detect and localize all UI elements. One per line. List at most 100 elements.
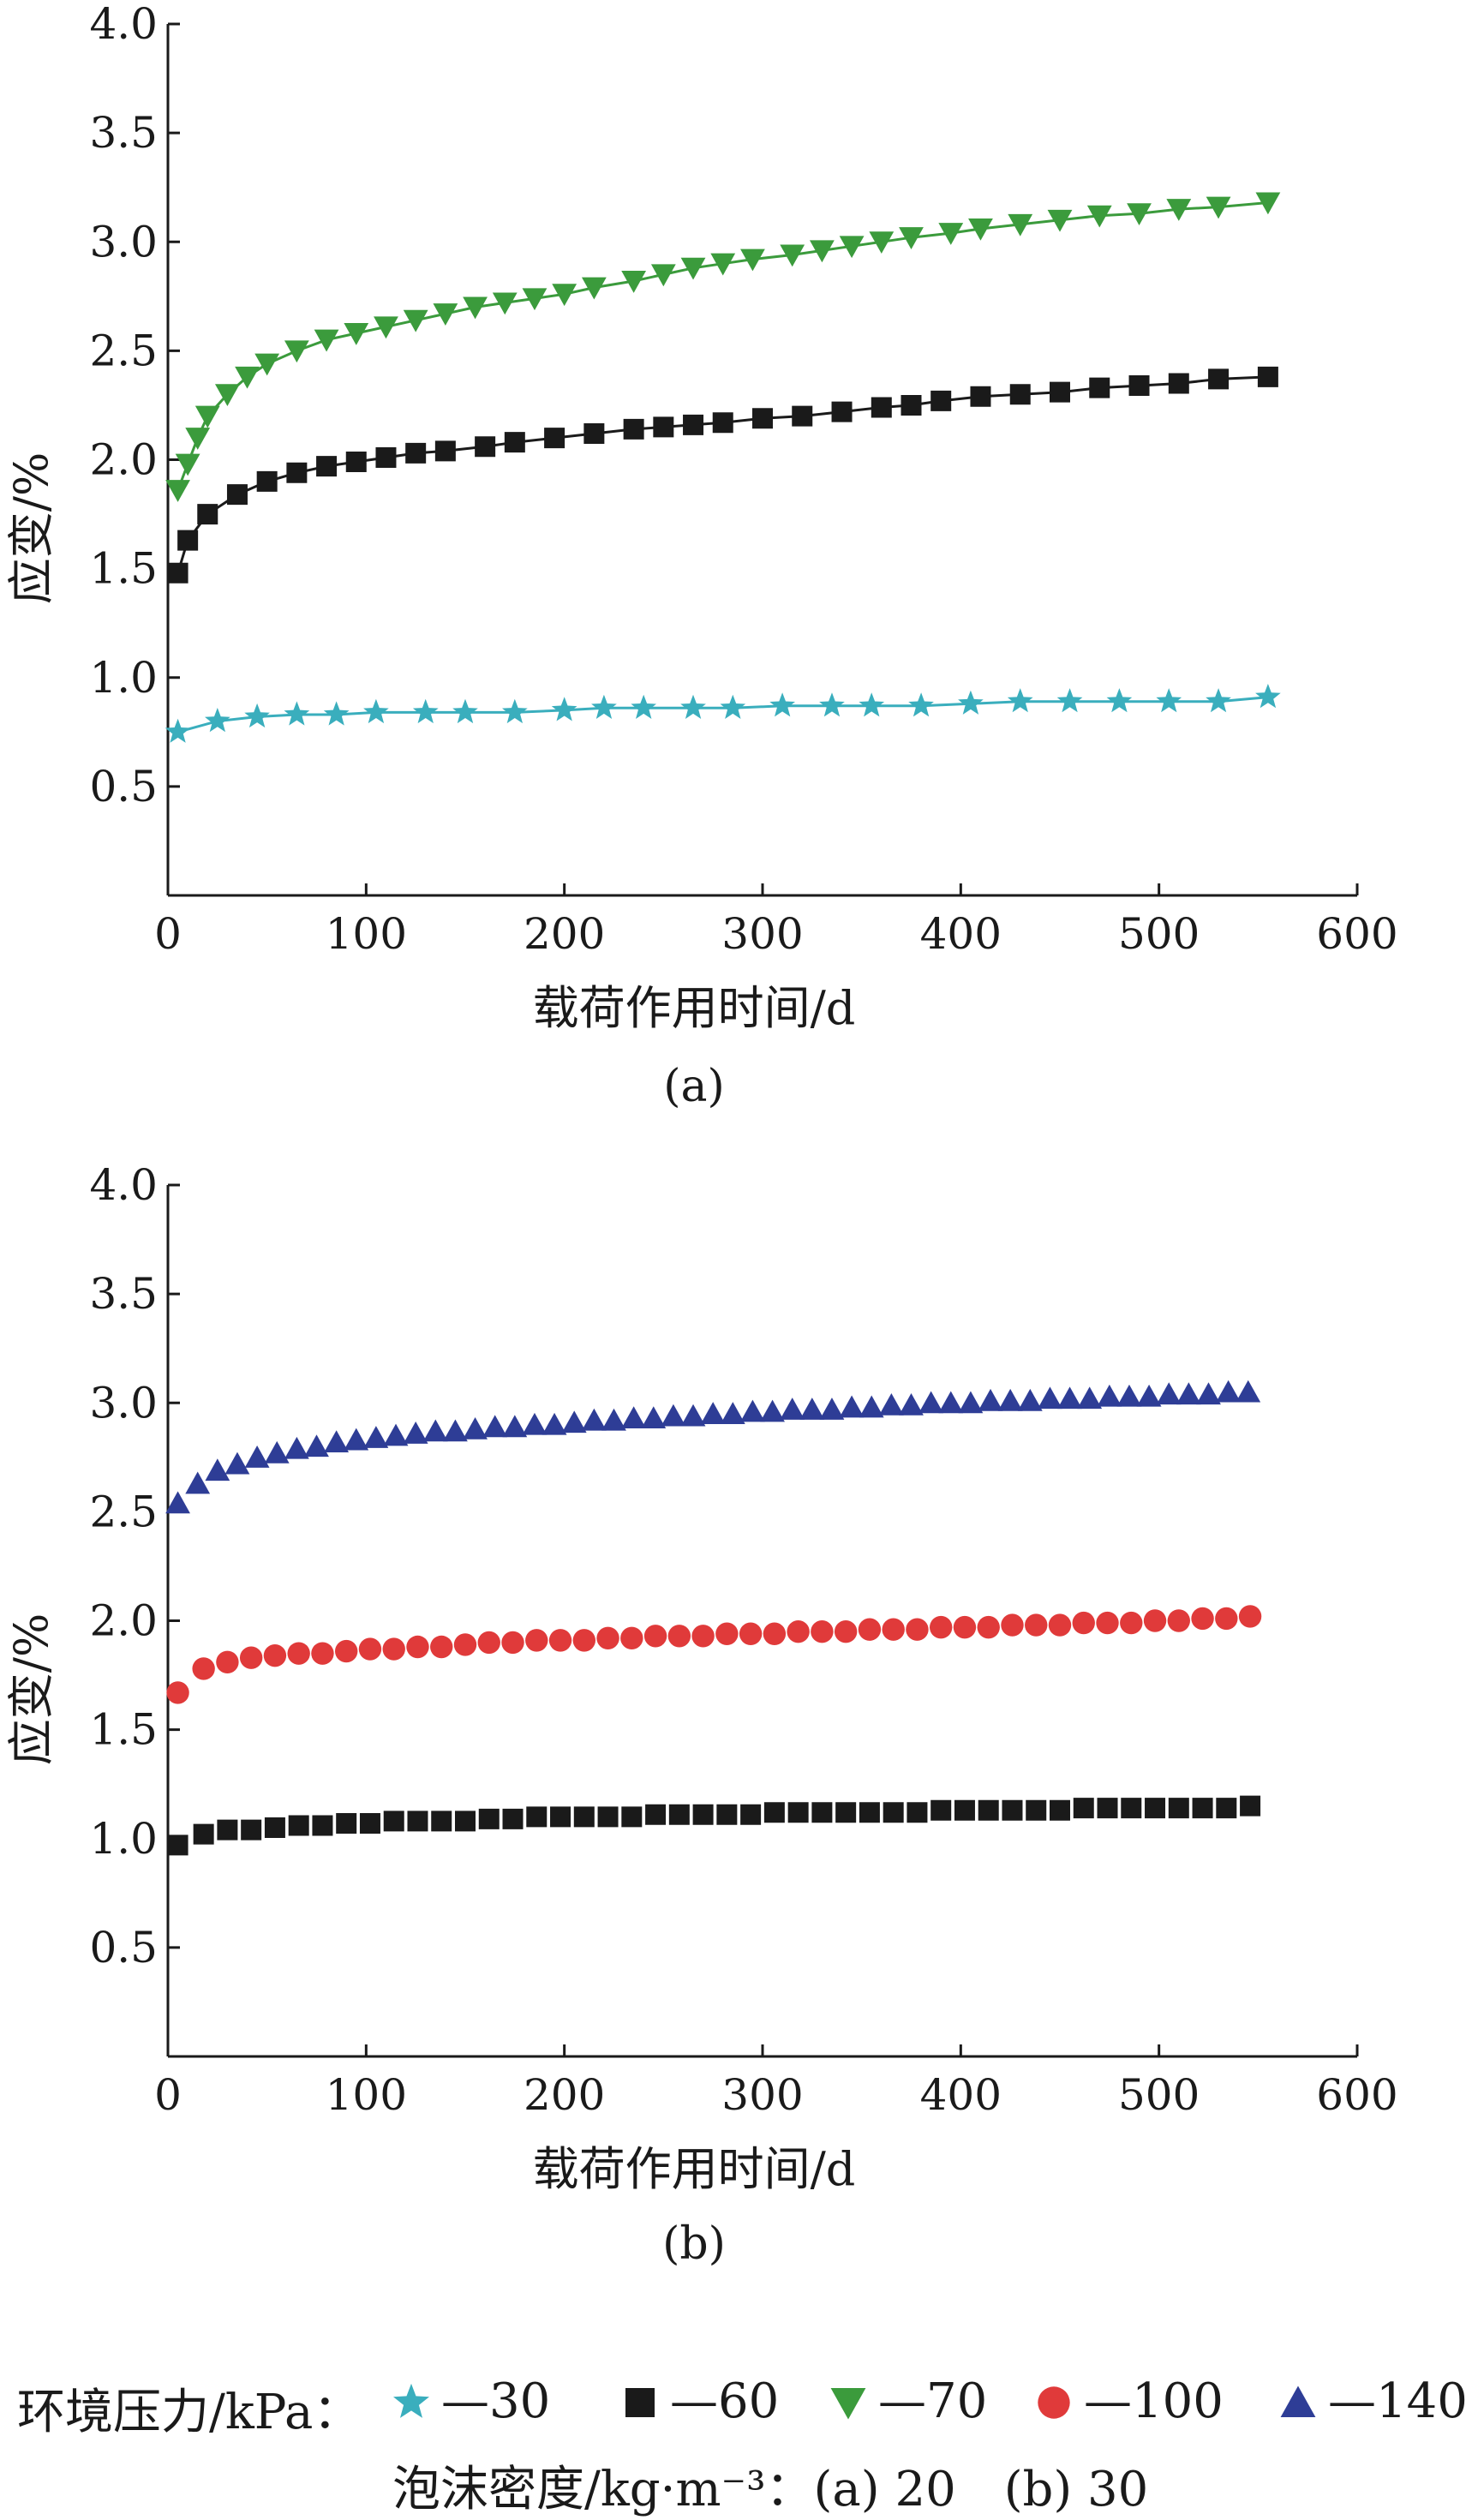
x-tick-label: 100 — [326, 2070, 407, 2120]
data-point — [700, 1402, 726, 1424]
data-point — [752, 408, 773, 429]
y-tick-label: 4.0 — [89, 0, 158, 49]
x-tick-label: 300 — [721, 909, 803, 959]
data-point — [383, 1811, 404, 1832]
data-point — [907, 1802, 928, 1823]
chart-panel-a: 0 100 200 300 400 500 600 0.5 1.0 1.5 2.0 2.5 3.0 3.5… — [4, 0, 1398, 1112]
y-tick-label: 2.0 — [89, 435, 158, 485]
data-point — [1255, 192, 1281, 215]
data-point — [819, 1398, 845, 1420]
data-point — [1196, 1382, 1221, 1405]
data-point — [882, 1618, 905, 1641]
data-point — [645, 1804, 667, 1825]
data-point — [1168, 373, 1189, 394]
data-point — [631, 694, 656, 719]
data-point — [572, 1629, 595, 1652]
data-point — [597, 1806, 619, 1828]
data-point — [502, 698, 528, 724]
data-point — [869, 231, 895, 254]
data-point — [522, 288, 548, 311]
x-tick-label: 400 — [920, 2070, 1002, 2120]
data-point — [430, 1635, 453, 1659]
data-point — [930, 1615, 953, 1639]
legend-marker-shape — [1038, 2386, 1070, 2419]
data-point — [175, 453, 200, 476]
data-point — [443, 1419, 468, 1442]
data-point — [623, 418, 644, 440]
x-tick-label: 500 — [1118, 909, 1200, 959]
data-point — [661, 1404, 686, 1427]
data-point — [978, 1388, 1003, 1411]
data-point — [1025, 1613, 1048, 1637]
data-point — [463, 296, 488, 320]
data-point — [780, 1398, 805, 1420]
y-tick-label: 2.5 — [89, 326, 158, 375]
data-point — [668, 1804, 690, 1825]
data-point — [254, 353, 280, 376]
data-point — [621, 271, 647, 293]
data-point — [403, 309, 428, 332]
data-point — [899, 1392, 924, 1416]
data-point — [1191, 1607, 1214, 1631]
data-point — [224, 1452, 250, 1475]
data-point — [1002, 1799, 1023, 1821]
data-point — [264, 1817, 285, 1839]
data-point — [1167, 1609, 1191, 1632]
data-point — [859, 1802, 880, 1823]
x-tick-label: 200 — [524, 909, 605, 959]
data-point — [312, 1815, 333, 1836]
data-point — [811, 1620, 834, 1643]
data-point — [284, 701, 310, 726]
legend-text-60: —60 — [670, 2373, 780, 2429]
data-point — [591, 694, 617, 719]
data-point — [799, 1398, 825, 1420]
data-point — [918, 1391, 944, 1414]
data-point — [871, 397, 892, 418]
data-point — [811, 1802, 833, 1823]
data-point — [938, 223, 964, 245]
series-30 — [165, 684, 1281, 743]
x-tick-label: 200 — [524, 2070, 605, 2120]
data-point — [716, 1804, 738, 1825]
data-point — [601, 1408, 626, 1431]
data-point — [970, 386, 991, 407]
data-point — [548, 1629, 572, 1652]
legend-marker-star-icon — [393, 2383, 429, 2418]
data-point — [382, 1637, 405, 1661]
data-point — [978, 1799, 999, 1821]
data-point — [715, 1622, 739, 1645]
data-point — [311, 1642, 334, 1665]
data-point — [1008, 213, 1033, 236]
series-70 — [165, 192, 1281, 502]
data-point — [958, 1391, 984, 1414]
data-point — [455, 1811, 476, 1832]
y-tick-label: 1.5 — [89, 544, 158, 594]
data-point — [1143, 1609, 1167, 1632]
data-point — [287, 1642, 310, 1665]
data-point — [335, 1639, 358, 1663]
data-point — [1168, 1798, 1189, 1819]
data-point — [831, 401, 853, 422]
data-point — [344, 323, 369, 345]
legend-text-100: —100 — [1084, 2373, 1224, 2429]
data-point — [667, 1625, 691, 1648]
data-point — [235, 366, 260, 389]
data-point — [908, 692, 934, 717]
data-point — [720, 694, 746, 719]
data-point — [344, 1428, 369, 1451]
data-point — [573, 1806, 595, 1828]
data-point — [193, 1823, 214, 1845]
x-tick-label: 400 — [920, 909, 1002, 959]
data-point — [453, 1633, 477, 1656]
x-tick-label: 600 — [1316, 2070, 1397, 2120]
data-point — [165, 718, 191, 743]
data-point — [997, 1388, 1023, 1411]
data-point — [1166, 199, 1192, 221]
fit-line-60 — [177, 375, 1268, 574]
data-point — [653, 416, 674, 438]
x-axis-label: 载荷作用时间/d — [533, 2142, 856, 2196]
data-point — [683, 414, 704, 435]
data-point — [544, 428, 565, 449]
data-point — [1136, 1384, 1162, 1407]
data-point — [780, 244, 805, 267]
